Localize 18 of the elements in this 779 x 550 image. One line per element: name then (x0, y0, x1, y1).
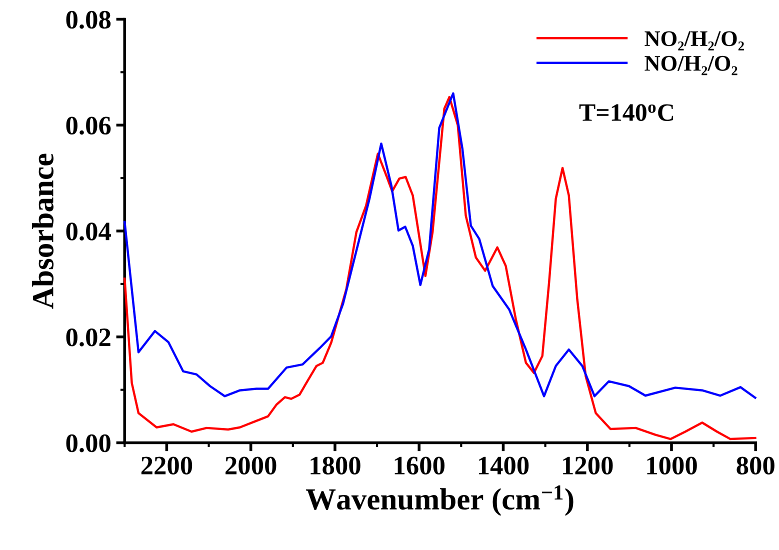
y-tick-label: 0.06 (66, 116, 111, 135)
x-tick-label: 1600 (394, 456, 444, 475)
x-tick-label: 1200 (563, 456, 613, 475)
x-tick-label: 2200 (141, 456, 192, 475)
legend-label: NO₂/H₂/O₂ (644, 31, 744, 50)
annotation: T=140$^{o}$C (579, 104, 674, 122)
x-tick-label: 1400 (478, 456, 529, 475)
x-tick-label: 1800 (310, 456, 360, 475)
y-tick-label: 0.02 (66, 328, 110, 346)
y-tick-label: 0.00 (66, 434, 110, 452)
y-axis-title: Absorbance (32, 154, 54, 309)
legend-label: NO/H₂/O₂ (644, 56, 738, 76)
x-tick-label: 2000 (226, 456, 276, 475)
y-tick-label: 0.08 (66, 10, 111, 29)
y-tick-label: 0.04 (66, 222, 111, 241)
x-axis-title: Wavenumber (cm$^{−1}$) (306, 485, 574, 516)
x-tick-label: 1000 (647, 456, 697, 475)
x-tick-label: 800 (736, 456, 774, 475)
